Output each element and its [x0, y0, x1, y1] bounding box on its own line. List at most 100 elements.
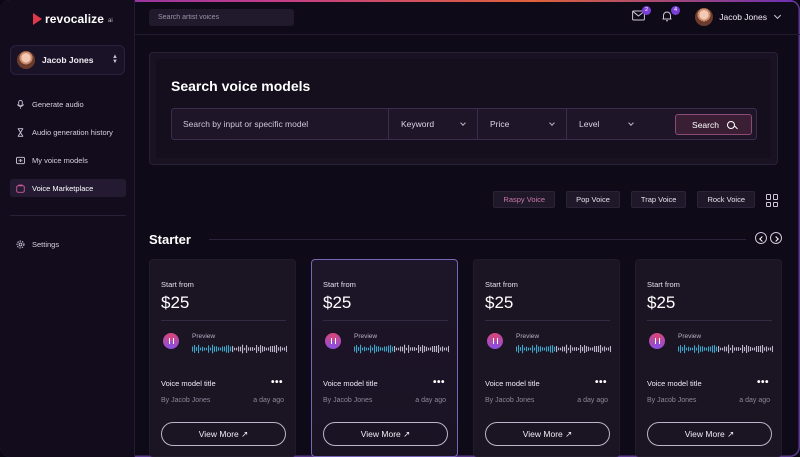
waveform-bar [550, 345, 552, 353]
sidebar-settings-group: Settings [10, 235, 126, 263]
marketplace-icon [16, 184, 25, 193]
voice-model-icon [16, 156, 25, 165]
waveform-bar [728, 344, 730, 354]
sidebar-item-label: Settings [32, 239, 60, 249]
more-options-icon[interactable]: ••• [270, 377, 283, 388]
voice-model-card[interactable]: Start from $25 Preview Voice model title •••… [473, 259, 620, 457]
waveform-bar [582, 346, 584, 352]
level-select[interactable]: Level [567, 109, 645, 139]
waveform-bar [216, 346, 218, 352]
account-switcher[interactable]: Jacob Jones ▲ ▼ [10, 45, 125, 75]
waveform-bar [228, 345, 230, 353]
waveform-bar [372, 347, 374, 351]
preview-label: Preview [678, 333, 702, 340]
voice-model-card[interactable]: Start from $25 Preview Voice model title •••… [149, 259, 296, 457]
tag-pop-voice[interactable]: Pop Voice [566, 191, 620, 208]
waveform-bar [548, 346, 550, 352]
view-more-button[interactable]: View More ↗ [647, 422, 772, 446]
waveform-bar [388, 345, 390, 353]
waveform-bar [734, 347, 736, 351]
model-title: Voice model title [323, 379, 378, 388]
tag-rock-voice[interactable]: Rock Voice [697, 191, 755, 208]
audio-waveform[interactable] [678, 344, 773, 354]
waveform-bar [578, 347, 580, 351]
waveform-bar [748, 346, 750, 352]
price: $25 [485, 293, 514, 312]
more-options-icon[interactable]: ••• [594, 377, 607, 388]
notifications-button[interactable]: 4 [661, 6, 680, 23]
audio-waveform[interactable] [516, 344, 611, 354]
carousel-next-button[interactable] [770, 232, 782, 244]
voice-model-card[interactable]: Start from $25 Preview Voice model title •••… [635, 259, 782, 457]
waveform-bar [552, 345, 554, 353]
grid-view-icon[interactable] [766, 194, 779, 207]
waveform-bar [566, 344, 568, 354]
model-author: By Jacob Jones [161, 397, 211, 404]
more-options-icon[interactable]: ••• [432, 377, 445, 388]
brand-logo[interactable]: revocalize ai [33, 12, 113, 26]
waveform-bar [380, 347, 382, 351]
waveform-bar [434, 346, 436, 352]
pause-icon[interactable] [163, 333, 179, 349]
view-more-button[interactable]: View More ↗ [485, 422, 610, 446]
waveform-bar [596, 346, 598, 352]
price-select[interactable]: Price [478, 109, 567, 139]
waveform-bar [708, 346, 710, 352]
waveform-bar [526, 346, 528, 352]
carousel-prev-button[interactable] [755, 232, 767, 244]
waveform-bar [220, 347, 222, 351]
search-button[interactable]: Search [675, 114, 752, 135]
waveform-bar [762, 345, 764, 353]
waveform-bar [750, 346, 752, 352]
tag-trap-voice[interactable]: Trap Voice [630, 191, 687, 208]
sidebar-item-history[interactable]: Audio generation history [10, 123, 126, 141]
chevron-down-icon [549, 119, 555, 126]
waveform-bar [236, 347, 238, 351]
waveform-bar [448, 345, 449, 353]
view-more-button[interactable]: View More ↗ [161, 422, 286, 446]
waveform-bar [530, 347, 532, 351]
chevron-down-icon [773, 11, 782, 20]
waveform-bar [210, 347, 212, 351]
model-search-input[interactable] [172, 109, 389, 139]
more-options-icon[interactable]: ••• [756, 377, 769, 388]
waveform-bar [606, 347, 608, 351]
waveform-bar [368, 347, 370, 351]
waveform-bar [546, 346, 548, 352]
tag-raspy-voice[interactable]: Raspy Voice [493, 191, 556, 208]
brand-suffix: ai [108, 18, 113, 24]
waveform-bar [262, 346, 264, 352]
audio-waveform[interactable] [192, 344, 287, 354]
voice-model-card[interactable]: Start from $25 Preview Voice model title •••… [311, 259, 458, 457]
sidebar-item-voice-marketplace[interactable]: Voice Marketplace [10, 179, 126, 197]
waveform-bar [722, 347, 724, 351]
section-divider [209, 239, 746, 240]
keyword-select[interactable]: Keyword [389, 109, 478, 139]
chevron-down-icon [628, 119, 634, 126]
waveform-bar [694, 345, 696, 353]
artist-search-input[interactable] [149, 9, 294, 26]
waveform-bar [534, 347, 536, 351]
mail-button[interactable]: 2 [632, 6, 651, 23]
pause-icon[interactable] [325, 333, 341, 349]
waveform-bar [766, 346, 768, 352]
audio-waveform[interactable] [354, 344, 449, 354]
sidebar-item-generate-audio[interactable]: Generate audio [10, 95, 126, 113]
account-name: Jacob Jones [42, 55, 94, 65]
waveform-bar [248, 347, 250, 351]
sidebar-item-settings[interactable]: Settings [10, 235, 126, 253]
model-author: By Jacob Jones [647, 397, 697, 404]
waveform-bar [532, 345, 534, 353]
notifications-badge: 4 [671, 6, 680, 15]
waveform-bar [568, 347, 570, 351]
preview-label: Preview [192, 333, 216, 340]
header-user-menu[interactable]: Jacob Jones [695, 8, 782, 26]
select-label: Keyword [401, 119, 435, 129]
sidebar-item-my-voice-models[interactable]: My voice models [10, 151, 126, 169]
waveform-bar [256, 345, 258, 353]
view-more-button[interactable]: View More ↗ [323, 422, 448, 446]
pause-icon[interactable] [487, 333, 503, 349]
waveform-bar [588, 346, 590, 352]
pause-icon[interactable] [649, 333, 665, 349]
